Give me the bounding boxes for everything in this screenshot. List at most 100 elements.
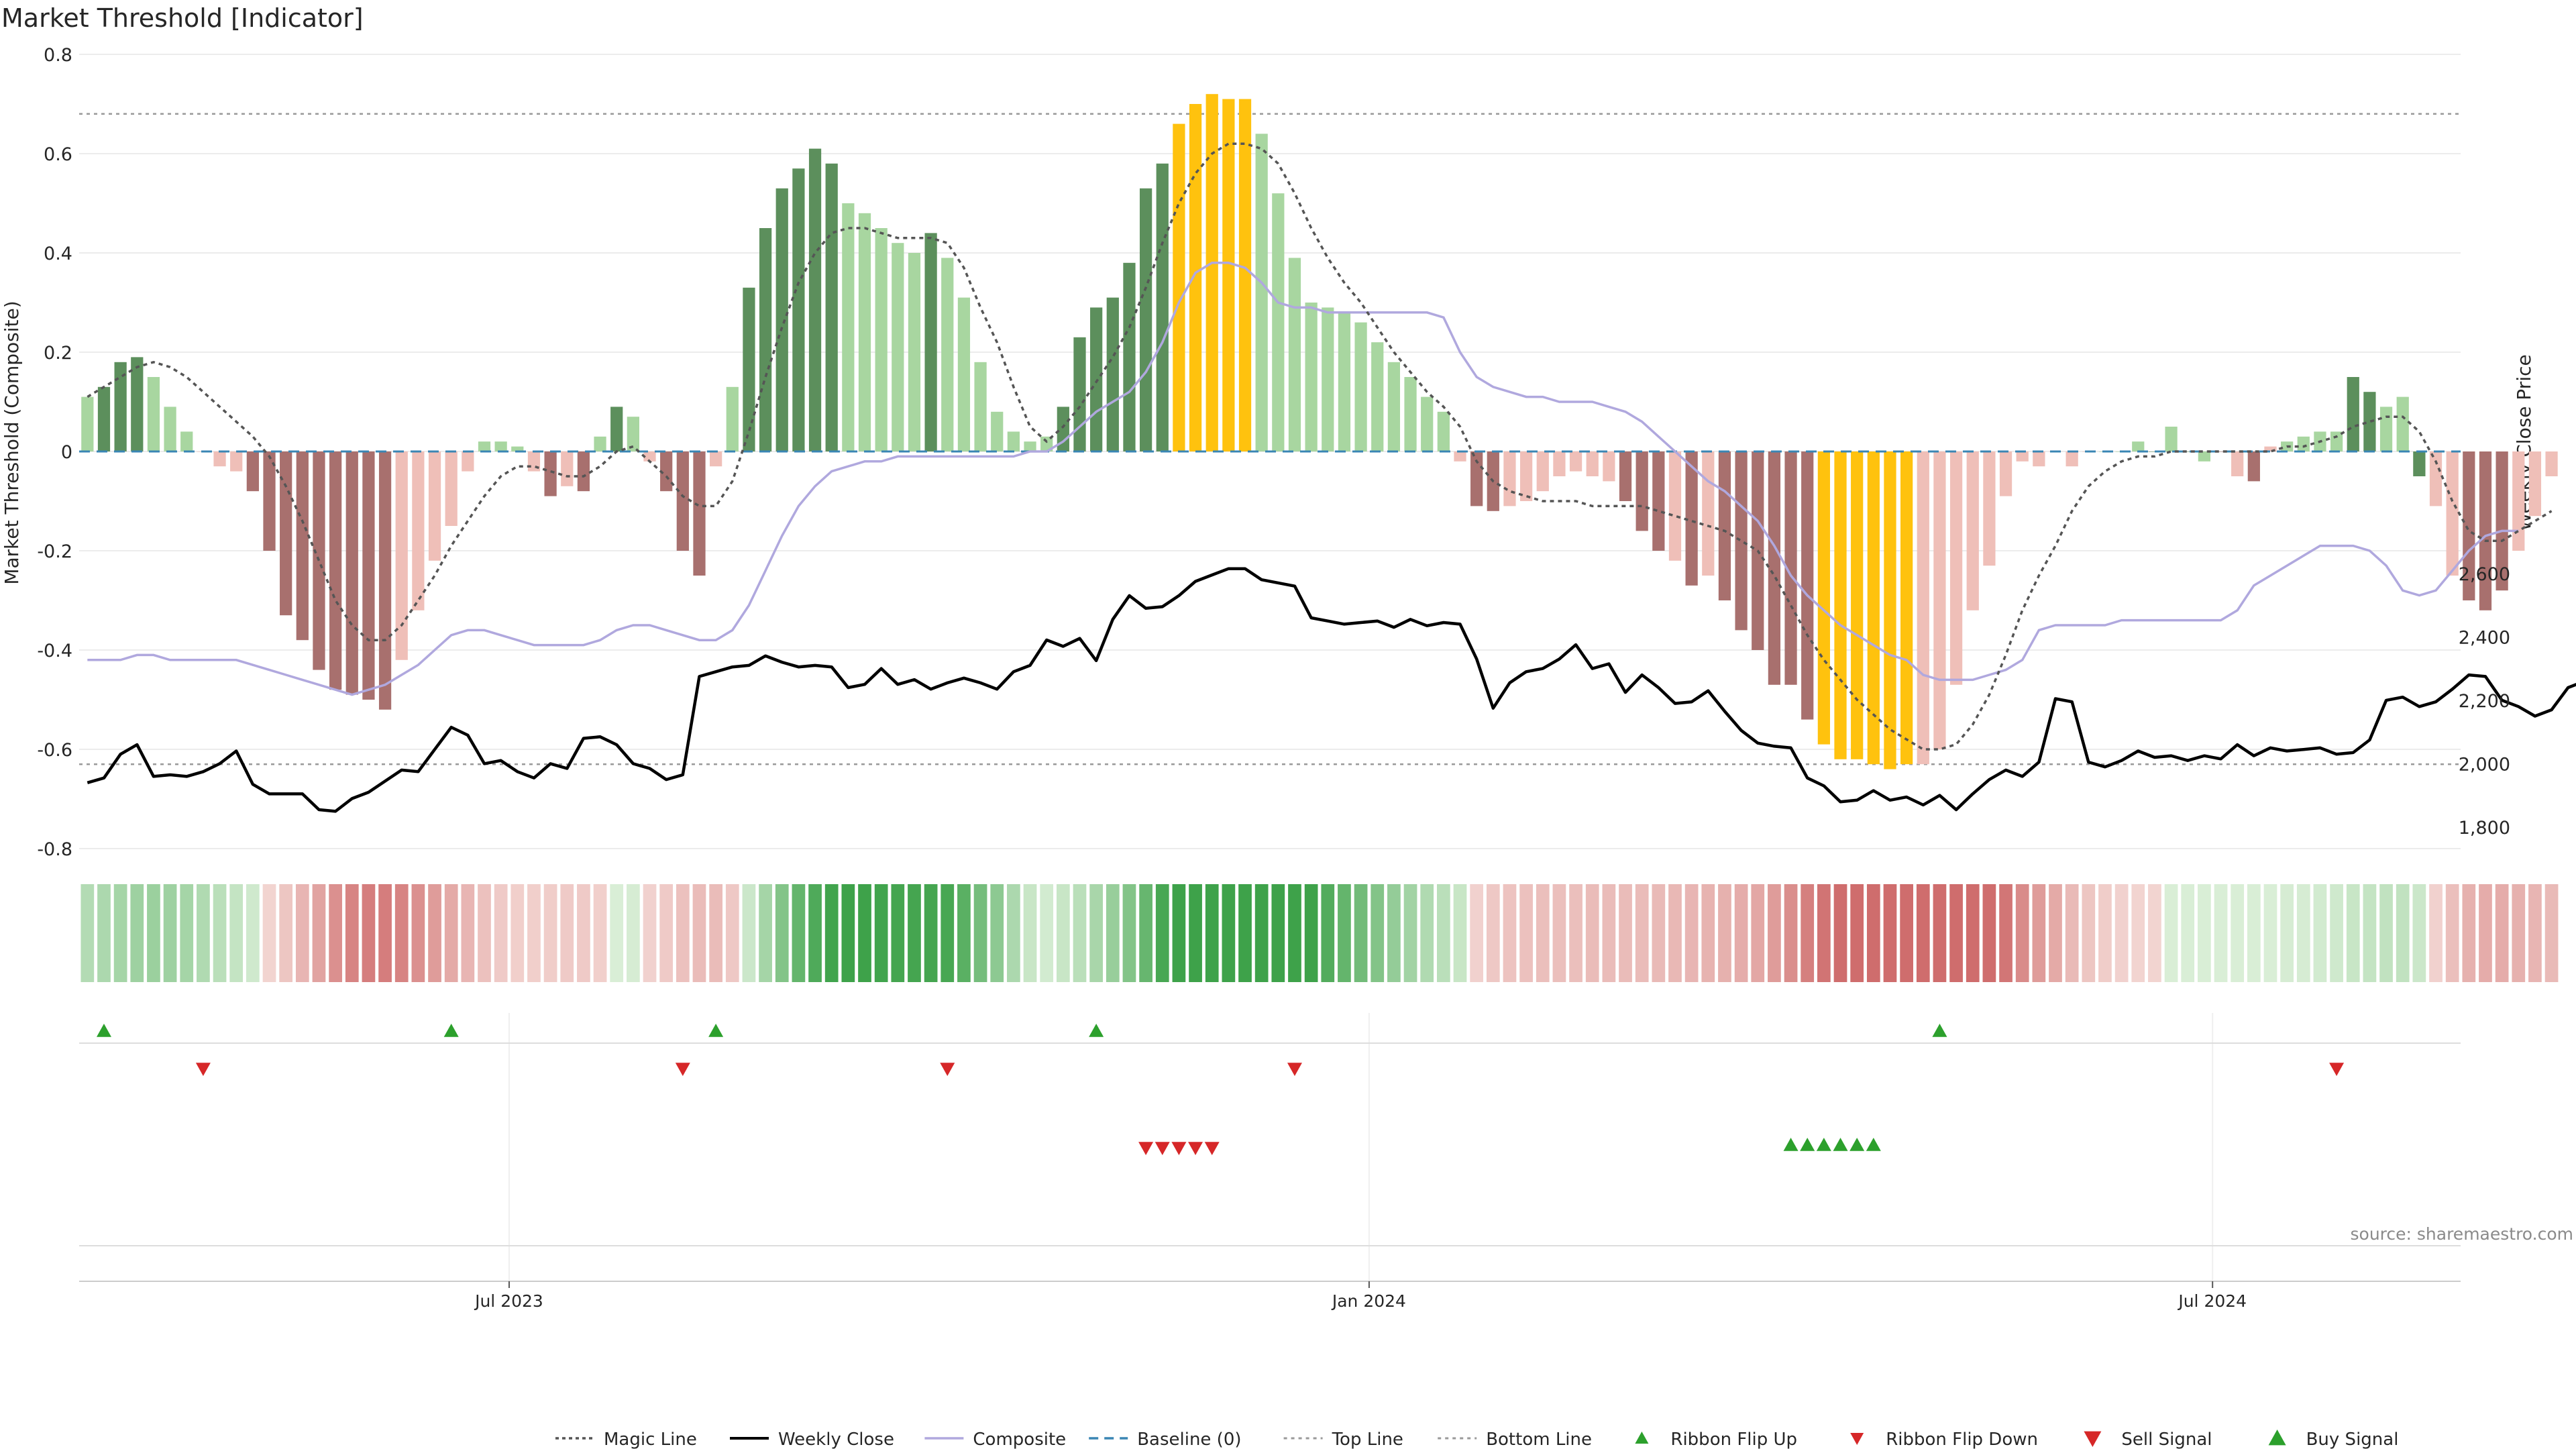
ribbon-cell [858,884,871,982]
composite-bar [213,451,226,467]
composite-bar [726,386,739,451]
y2-tick-label: 2,400 [2459,627,2510,648]
composite-bar [1983,451,1996,566]
composite-bar [1867,451,1880,765]
ribbon-cell [229,884,244,982]
y-tick-label: 0.6 [44,144,72,165]
ribbon-cell [511,884,525,982]
ribbon-cell [1420,884,1434,982]
composite-bar [743,287,755,451]
ribbon-flip-up-marker [1932,1024,1947,1037]
ribbon-flip-up-marker [96,1024,111,1037]
ribbon-cell [1949,884,1963,982]
composite-bar [246,451,259,492]
series-lines [79,142,2576,813]
composite-bar [775,188,788,451]
ribbon-cell [2512,884,2526,982]
ribbon-cell [1387,884,1401,982]
composite-bar [2247,451,2260,482]
ribbon-cell [841,884,855,982]
ribbon-cell [1073,884,1087,982]
composite-bar [1238,99,1252,452]
ribbon-cell [2544,884,2559,982]
composite-bar [97,386,111,451]
composite-bar [1685,451,1698,586]
composite-bar [1603,451,1615,482]
legend-label: Top Line [1332,1430,1403,1449]
composite-bar [1966,451,1979,610]
ribbon-cell [775,884,789,982]
ribbon-cell [1205,884,1219,982]
ribbon-cell [2379,884,2393,982]
ribbon-cell [1371,884,1385,982]
ribbon-cell [1023,884,1037,982]
ribbon-cell [2198,884,2211,982]
composite-bar [428,451,441,561]
composite-bar [676,451,689,551]
ribbon-cell [1304,884,1318,982]
composite-bar [1189,104,1202,451]
ribbon-cell [1122,884,1136,982]
ribbon-cell [1933,884,1947,982]
composite-bar [974,362,987,451]
ribbon-cell [874,884,888,982]
legend-item: Ribbon Flip Down [1850,1430,2038,1449]
ribbon-flip-down-marker [1287,1063,1302,1076]
ribbon-cell [213,884,227,982]
legend-label: Baseline (0) [1137,1430,1241,1449]
ribbon-cell [1139,884,1152,982]
ribbon-cell [1784,884,1798,982]
ribbon-cell [1238,884,1252,982]
composite-bar [478,441,491,451]
composite-bar [230,451,243,472]
y-axis-ticks: 0.8 0.6 0.4 0.2 0 -0.2 -0.4 -0.6 -0.8 [37,45,72,860]
x-tick-label: Jan 2024 [1331,1291,1406,1311]
ribbon-cell [163,884,177,982]
y-tick-label: 0.4 [44,244,72,264]
ribbon-cell [2181,884,2195,982]
ribbon-cell [957,884,971,982]
legend-swatch [1850,1433,1864,1445]
composite-bar [114,362,127,451]
composite-bar [1305,303,1318,451]
buy-signal-marker [1866,1138,1881,1151]
ribbon-cell [378,884,392,982]
composite-bar [1735,451,1748,631]
legend-swatch [2084,1431,2102,1447]
composite-bar [81,396,94,451]
composite-bar [1106,297,1119,451]
ribbon-cell [2049,884,2062,982]
ribbon-cell [2148,884,2161,982]
composite-bar [2231,451,2244,476]
x-tick-label: Jul 2023 [474,1291,543,1311]
y2-tick-label: 2,000 [2459,754,2510,775]
y2-tick-label: 1,800 [2459,818,2510,839]
ribbon-cell [2065,884,2079,982]
composite-bar [1917,451,1929,765]
composite-bar [1519,451,1533,501]
legend-label: Buy Signal [2306,1430,2399,1449]
composite-bar [147,377,160,451]
ribbon-cell [2495,884,2509,982]
composite-bar [329,451,342,690]
composite-bar [957,297,971,451]
composite-bar [2446,451,2459,576]
composite-bar [759,228,772,451]
ribbon-cell [941,884,955,982]
composite-bar [1173,123,1185,451]
ribbon-cell [1436,884,1450,982]
legend-item: Weekly Close [730,1430,894,1449]
ribbon-flip-up-marker [1089,1024,1104,1037]
ribbon-flip-down-marker [2329,1063,2345,1076]
ribbon-cell [2114,884,2129,982]
ribbon-cell [1768,884,1781,982]
legend-item: Top Line [1283,1430,1403,1449]
composite-bar [2065,451,2078,467]
composite-bar [1718,451,1731,600]
ribbon-cell [560,884,574,982]
ribbon-cell [1338,884,1351,982]
composite-bar [2429,451,2443,506]
composite-bar [2297,436,2310,451]
source-note: source: sharemaestro.com [2351,1224,2574,1244]
ribbon-cell [1833,884,1847,982]
